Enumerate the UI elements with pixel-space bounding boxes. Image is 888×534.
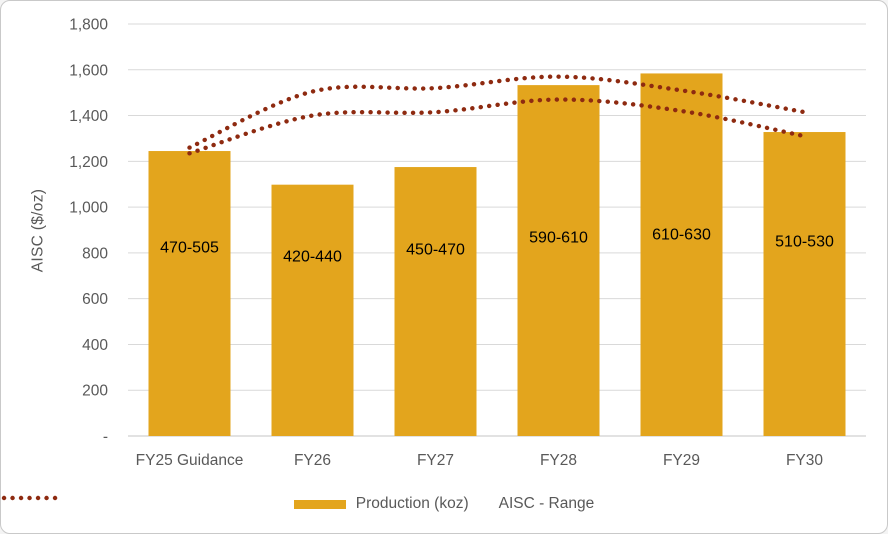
chart-legend: Production (koz) AISC - Range bbox=[1, 493, 887, 515]
y-axis-tick-label: - bbox=[103, 429, 108, 446]
legend-item-aisc: AISC - Range bbox=[1, 495, 595, 513]
bar-production bbox=[763, 132, 846, 436]
y-axis-tick-label: 800 bbox=[82, 245, 108, 262]
legend-aisc-label: AISC - Range bbox=[498, 495, 595, 512]
x-axis-category-label: FY26 bbox=[294, 452, 331, 469]
y-axis-tick-label: 1,200 bbox=[69, 154, 108, 171]
bar-production bbox=[394, 167, 477, 437]
y-axis-tick-label: 600 bbox=[82, 291, 108, 308]
bar-range-label: 470-505 bbox=[160, 239, 219, 256]
x-axis-category-label: FY29 bbox=[663, 452, 700, 469]
y-axis-title: AISC ($/oz) bbox=[29, 188, 47, 273]
y-axis-tick-label: 200 bbox=[82, 383, 108, 400]
bar-production bbox=[640, 73, 723, 436]
legend-production-label: Production (koz) bbox=[355, 495, 469, 512]
y-axis-tick-label: 1,000 bbox=[69, 200, 108, 217]
bar-production bbox=[517, 85, 600, 436]
x-axis-category-label: FY25 Guidance bbox=[136, 452, 244, 469]
bar-range-label: 610-630 bbox=[652, 226, 711, 243]
bar-range-label: 450-470 bbox=[406, 241, 465, 258]
y-axis-tick-label: 1,600 bbox=[69, 62, 108, 79]
bar-range-label: 420-440 bbox=[283, 249, 342, 266]
bar-range-label: 510-530 bbox=[775, 233, 834, 250]
legend-item-production: Production (koz) bbox=[293, 495, 469, 513]
aisc-range-dotted-swatch-icon bbox=[1, 495, 59, 501]
x-axis-category-label: FY28 bbox=[540, 452, 577, 469]
bar-production bbox=[148, 151, 231, 437]
y-axis-tick-label: 400 bbox=[82, 337, 108, 354]
aisc-range-low-line bbox=[187, 97, 807, 156]
x-axis-category-label: FY30 bbox=[786, 452, 823, 469]
y-axis-tick-label: 1,800 bbox=[69, 17, 108, 34]
aisc-range-high-line bbox=[187, 74, 807, 150]
bar-range-label: 590-610 bbox=[529, 230, 588, 247]
x-axis-category-label: FY27 bbox=[417, 452, 454, 469]
y-axis-tick-label: 1,400 bbox=[69, 108, 108, 125]
bar-production bbox=[271, 184, 354, 436]
production-swatch-icon bbox=[293, 499, 346, 509]
